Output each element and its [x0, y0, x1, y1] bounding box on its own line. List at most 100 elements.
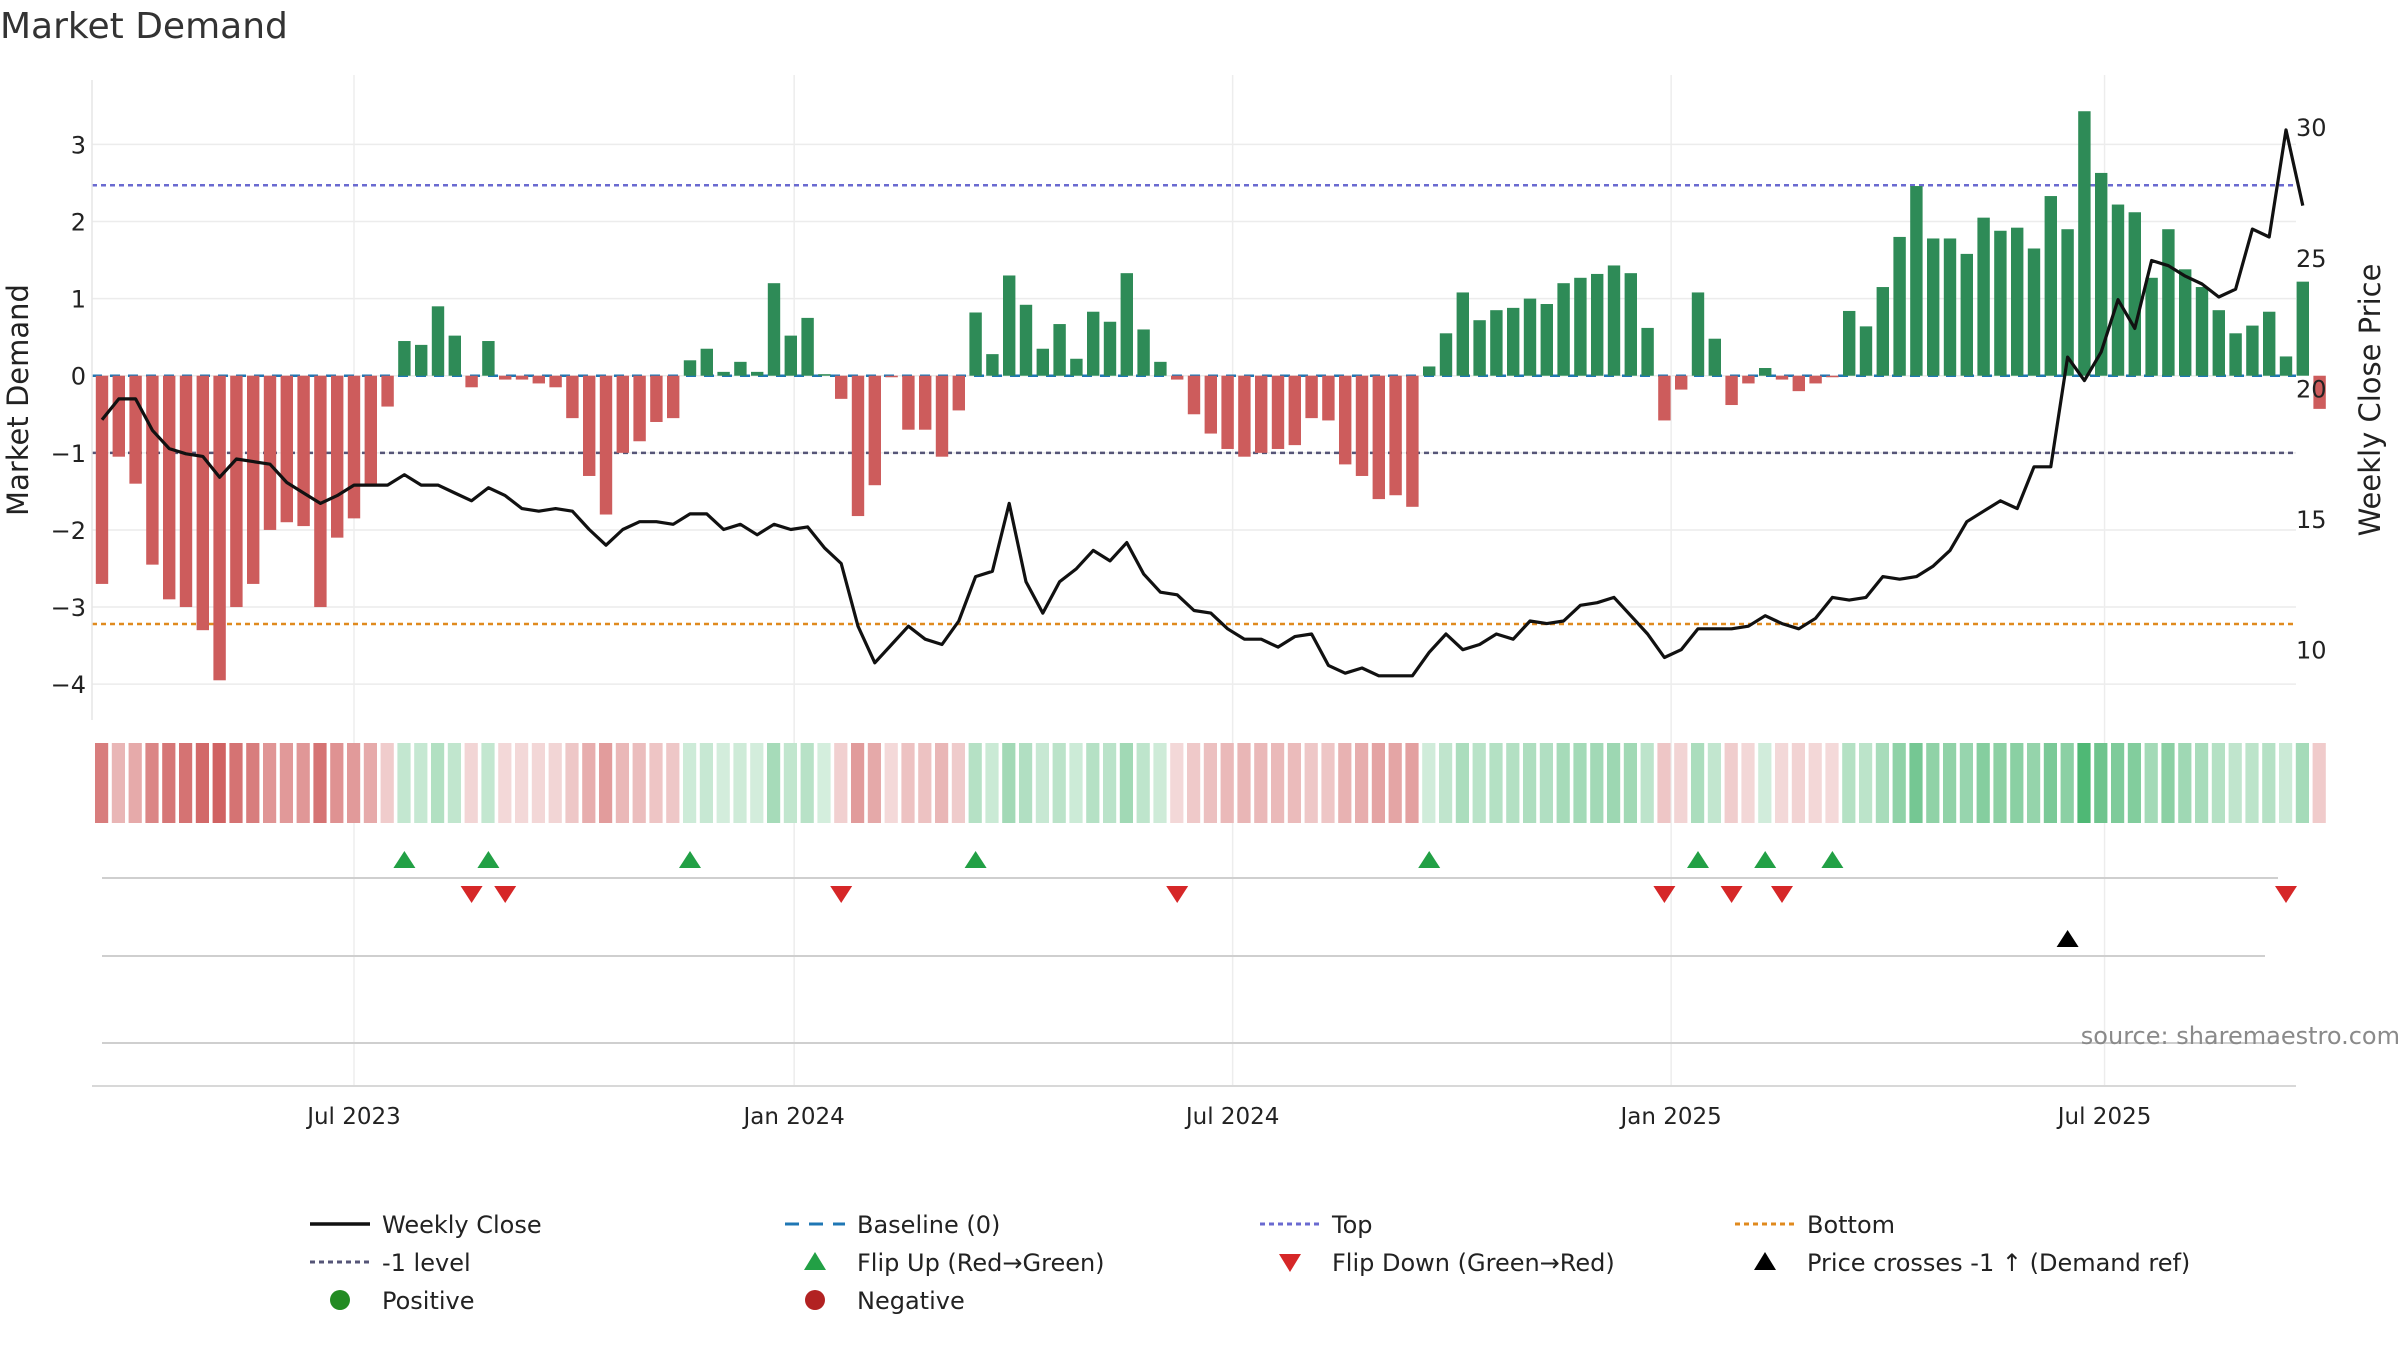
legend-entry: Flip Up (Red→Green) — [804, 1249, 1105, 1277]
heat-cell — [2312, 743, 2326, 823]
demand-bar-positive — [700, 348, 713, 376]
demand-bar-positive — [1574, 277, 1587, 376]
demand-bar-negative — [196, 375, 209, 631]
demand-bar-positive — [1490, 310, 1503, 376]
heat-cell — [2245, 743, 2259, 823]
heat-cell — [1153, 743, 1167, 823]
heat-cell — [2077, 743, 2091, 823]
demand-bar-positive — [2011, 227, 2024, 376]
demand-bar-positive — [1943, 238, 1957, 376]
heat-cell — [1892, 743, 1906, 823]
demand-bar-positive — [1977, 217, 1990, 376]
y-tick-label: 0 — [71, 363, 86, 391]
demand-bar-negative — [549, 375, 562, 388]
heat-cell — [1976, 743, 1990, 823]
demand-bar-positive — [1137, 329, 1150, 376]
heat-cell — [95, 743, 109, 823]
demand-bar-positive — [784, 335, 797, 376]
legend-entry: Weekly Close — [310, 1211, 542, 1239]
demand-bar-positive — [2179, 269, 2192, 376]
y2-tick-label: 15 — [2296, 506, 2327, 534]
demand-bar-negative — [1271, 375, 1285, 449]
legend-entry: Negative — [805, 1287, 965, 1315]
heat-cell — [1287, 743, 1301, 823]
heat-cell — [599, 743, 613, 823]
demand-bar-positive — [683, 360, 697, 376]
flip-down-marker — [1771, 886, 1793, 903]
heat-cell — [1506, 743, 1520, 823]
demand-bar-positive — [398, 341, 411, 376]
heat-cell — [1539, 743, 1553, 823]
heat-cell — [1321, 743, 1335, 823]
heat-cell — [817, 743, 831, 823]
demand-bar-positive — [1540, 304, 1553, 376]
demand-bar-negative — [835, 375, 848, 399]
demand-bar-negative — [381, 375, 394, 407]
y2-tick-label: 30 — [2296, 114, 2327, 142]
demand-bar-positive — [801, 317, 814, 376]
heat-cell — [296, 743, 310, 823]
legend-label: Bottom — [1807, 1211, 1895, 1239]
demand-bar-negative — [297, 375, 310, 527]
demand-bar-positive — [1154, 361, 1167, 376]
demand-bar-positive — [2279, 356, 2293, 376]
legend-entry: Positive — [330, 1287, 475, 1315]
heat-cell — [767, 743, 781, 823]
heat-cell — [565, 743, 579, 823]
y-tick-label: −1 — [51, 440, 86, 468]
heat-cell — [2228, 743, 2242, 823]
demand-bar-negative — [1288, 375, 1301, 446]
heat-cell — [2161, 743, 2175, 823]
heat-cell — [901, 743, 915, 823]
heat-cell — [1035, 743, 1049, 823]
heat-cell — [783, 743, 797, 823]
heat-cell — [1573, 743, 1587, 823]
demand-bar-positive — [1507, 307, 1520, 376]
heat-cell — [179, 743, 193, 823]
heat-cell — [884, 743, 898, 823]
signal-markers — [102, 851, 2297, 1044]
heat-cell — [1371, 743, 1385, 823]
heat-cell — [2010, 743, 2024, 823]
heat-cell — [279, 743, 293, 823]
demand-bar-positive — [1859, 326, 1873, 376]
demand-bar-positive — [1994, 230, 2007, 376]
flip-down-marker — [494, 886, 517, 903]
demand-bar-negative — [1775, 375, 1789, 380]
demand-bar-positive — [1624, 273, 1637, 376]
heat-cell — [951, 743, 965, 823]
demand-bar-negative — [1406, 375, 1419, 507]
demand-bar-negative — [247, 375, 260, 584]
heat-cell — [1119, 743, 1133, 823]
demand-bar-positive — [1036, 348, 1049, 376]
heat-cell — [145, 743, 159, 823]
demand-bar-positive — [2061, 229, 2074, 376]
heat-cell — [800, 743, 814, 823]
demand-bar-positive — [818, 374, 831, 376]
demand-heat-strip — [95, 743, 2326, 823]
demand-bar-positive — [969, 312, 982, 376]
heat-cell — [649, 743, 663, 823]
legend: Weekly Close Baseline (0) Top Bottom -1 leve… — [310, 1211, 2190, 1315]
flip-up-marker — [679, 851, 701, 868]
demand-bar-positive — [1876, 287, 1889, 376]
heat-cell — [1086, 743, 1100, 823]
demand-bar-negative — [1675, 375, 1688, 390]
demand-bar-negative — [885, 375, 898, 378]
demand-bar-positive — [1423, 366, 1436, 376]
demand-bar-positive — [1607, 265, 1621, 376]
heat-cell — [347, 743, 361, 823]
legend-label: Flip Up (Red→Green) — [857, 1249, 1105, 1277]
heat-cell — [195, 743, 209, 823]
flip-up-marker — [1418, 851, 1441, 868]
heat-cell — [397, 743, 411, 823]
demand-bar-positive — [2246, 325, 2259, 376]
heat-cell — [1439, 743, 1453, 823]
demand-bar-positive — [1557, 283, 1570, 376]
demand-bars — [95, 111, 2326, 681]
heat-cell — [1556, 743, 1570, 823]
demand-bar-negative — [1725, 375, 1738, 406]
demand-bar-positive — [1641, 327, 1654, 376]
demand-bar-positive — [2111, 204, 2125, 376]
